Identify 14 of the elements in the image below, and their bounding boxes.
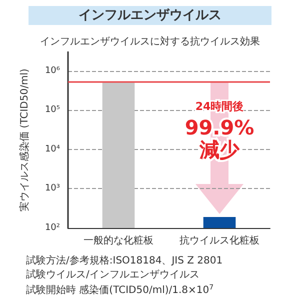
text: 試験方法/参考規格:ISO18184、JIS Z 2801 <box>26 254 223 266</box>
text: 試験ウイルス/インフルエンザウイルス <box>26 268 200 280</box>
chart-subtitle: インフルエンザウイルスに対する抗ウイルス効果 <box>40 36 260 48</box>
chart-title: インフルエンザウイルス <box>78 8 222 23</box>
y-tick-label: 10⁵ <box>44 105 60 116</box>
x-tick-label: 一般的な化粧板 <box>84 234 154 246</box>
y-tick-label: 10⁴ <box>44 144 60 154</box>
x-tick-label: 抗ウイルス化粧板 <box>180 234 260 246</box>
y-axis-title: 実ウイルス感染価 (TCID50/ml) <box>18 68 30 212</box>
annotation: 99.9%減少 <box>184 115 254 162</box>
y-tick-label: 10⁶ <box>44 66 60 76</box>
y-tick-label: 10² <box>44 223 60 233</box>
annotation: 24時間後 <box>195 100 244 113</box>
y-tick-label: 10³ <box>44 184 60 194</box>
